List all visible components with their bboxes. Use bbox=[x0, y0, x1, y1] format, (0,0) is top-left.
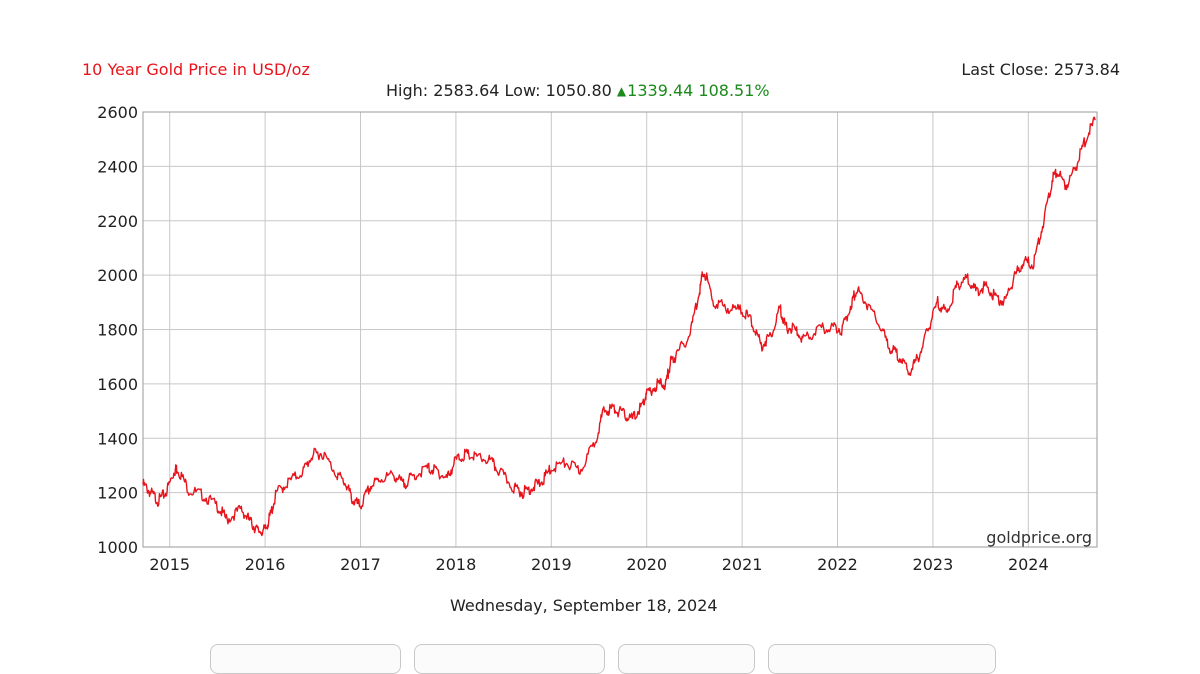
chart-title: 10 Year Gold Price in USD/oz bbox=[82, 60, 310, 79]
gold-price-chart: 1000 1200 1400 1600 1800 2000 2200 2400 2600 201… bbox=[97, 103, 1098, 574]
x-axis-ticks: 2015 2016 2017 2018 2019 2020 2021 2022 2023 2024 bbox=[149, 555, 1048, 574]
x-tick-label: 2015 bbox=[149, 555, 190, 574]
up-arrow-icon: ▲ bbox=[616, 84, 627, 98]
date-label: Wednesday, September 18, 2024 bbox=[450, 596, 718, 615]
range-tab-button-1[interactable] bbox=[210, 644, 401, 674]
x-tick-label: 2024 bbox=[1008, 555, 1049, 574]
y-tick-label: 2600 bbox=[97, 103, 138, 122]
range-tab-button-2[interactable] bbox=[414, 644, 605, 674]
price-stats: High: 2583.64 Low: 1050.80 ▲1339.44 108.… bbox=[386, 81, 770, 100]
x-tick-label: 2017 bbox=[340, 555, 381, 574]
watermark-text: goldprice.org bbox=[986, 528, 1092, 547]
grid-lines bbox=[143, 111, 1097, 548]
x-tick-label: 2016 bbox=[245, 555, 286, 574]
y-tick-label: 1600 bbox=[97, 375, 138, 394]
change-percent: 108.51% bbox=[698, 81, 770, 100]
x-tick-label: 2023 bbox=[913, 555, 954, 574]
range-tab-button-4[interactable] bbox=[768, 644, 996, 674]
y-tick-label: 2200 bbox=[97, 212, 138, 231]
series-line-gold-price bbox=[142, 116, 1096, 537]
low-label: Low: bbox=[504, 81, 541, 100]
range-tab-button-3[interactable] bbox=[618, 644, 755, 674]
low-value: 1050.80 bbox=[545, 81, 612, 100]
y-tick-label: 2400 bbox=[97, 157, 138, 176]
x-tick-label: 2018 bbox=[436, 555, 477, 574]
high-label: High: bbox=[386, 81, 429, 100]
y-tick-label: 1800 bbox=[97, 321, 138, 340]
x-tick-label: 2022 bbox=[817, 555, 858, 574]
y-tick-label: 1400 bbox=[97, 429, 138, 448]
x-tick-label: 2019 bbox=[531, 555, 572, 574]
x-tick-label: 2021 bbox=[722, 555, 763, 574]
plot-frame bbox=[142, 111, 1098, 548]
last-close-label: Last Close: 2573.84 bbox=[961, 60, 1120, 79]
y-tick-label: 1200 bbox=[97, 484, 138, 503]
y-axis-ticks: 1000 1200 1400 1600 1800 2000 2200 2400 2600 bbox=[97, 103, 138, 557]
y-tick-label: 1000 bbox=[97, 538, 138, 557]
x-tick-label: 2020 bbox=[626, 555, 667, 574]
change-value: 1339.44 bbox=[627, 81, 694, 100]
high-value: 2583.64 bbox=[433, 81, 500, 100]
y-tick-label: 2000 bbox=[97, 266, 138, 285]
